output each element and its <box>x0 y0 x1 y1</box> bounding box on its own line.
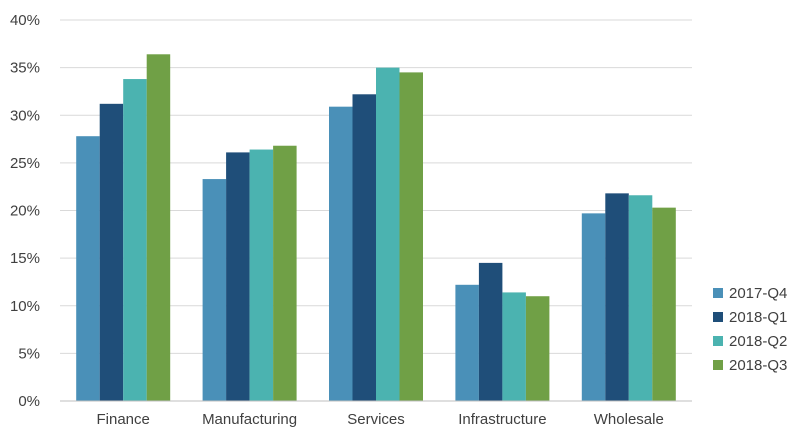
bar-2017-Q4-Infrastructure <box>455 284 479 401</box>
bar-2018-Q1-Wholesale <box>605 193 629 401</box>
legend-swatch <box>713 360 723 370</box>
bar-2018-Q1-Manufacturing <box>226 152 250 401</box>
bar-2017-Q4-Manufacturing <box>202 179 227 401</box>
y-tick-label: 10% <box>10 298 40 315</box>
bar-2018-Q3-Infrastructure <box>525 296 550 401</box>
x-category-label: Wholesale <box>594 411 664 428</box>
bar-2018-Q3-Manufacturing <box>273 145 297 401</box>
bar-2017-Q4-Finance <box>76 136 100 401</box>
bar-2018-Q3-Wholesale <box>652 207 676 401</box>
legend-label: 2017-Q4 <box>729 285 787 302</box>
bar-2018-Q2-Manufacturing <box>249 149 274 401</box>
bar-2018-Q3-Finance <box>146 54 171 401</box>
y-tick-label: 5% <box>18 345 40 362</box>
y-tick-label: 40% <box>10 12 40 29</box>
y-tick-label: 20% <box>10 203 40 220</box>
bar-2018-Q1-Services <box>352 94 376 402</box>
y-tick-label: 35% <box>10 60 40 77</box>
legend-label: 2018-Q1 <box>729 309 787 326</box>
legend-swatch <box>713 288 723 298</box>
legend-label: 2018-Q2 <box>729 333 787 350</box>
x-category-label: Services <box>347 411 405 428</box>
bar-2018-Q3-Services <box>399 72 423 401</box>
bars <box>76 54 676 402</box>
y-tick-label: 0% <box>18 393 40 410</box>
bar-2018-Q1-Finance <box>99 103 124 401</box>
x-category-label: Finance <box>97 411 150 428</box>
legend-swatch <box>713 312 723 322</box>
bar-2018-Q1-Infrastructure <box>478 262 503 401</box>
bar-2018-Q2-Finance <box>123 79 147 402</box>
bar-2018-Q2-Infrastructure <box>502 292 526 401</box>
y-axis-tick-labels: 0% 5% 10% 15% 20% 25% 30% 35% 40% <box>10 12 40 410</box>
y-tick-label: 25% <box>10 155 40 172</box>
x-category-label: Manufacturing <box>202 411 297 428</box>
bar-2018-Q2-Services <box>376 67 400 401</box>
y-tick-label: 30% <box>10 107 40 124</box>
legend-swatch <box>713 336 723 346</box>
legend-label: 2018-Q3 <box>729 357 787 374</box>
y-tick-label: 15% <box>10 250 40 267</box>
bar-2017-Q4-Wholesale <box>581 213 606 401</box>
legend: 2017-Q4 2018-Q1 2018-Q2 2018-Q3 <box>713 285 787 374</box>
bar-2018-Q2-Wholesale <box>628 195 653 401</box>
bar-2017-Q4-Services <box>329 106 353 402</box>
x-category-label: Infrastructure <box>458 411 546 428</box>
x-axis-category-labels: Finance Manufacturing Services Infrastructu… <box>97 411 664 428</box>
